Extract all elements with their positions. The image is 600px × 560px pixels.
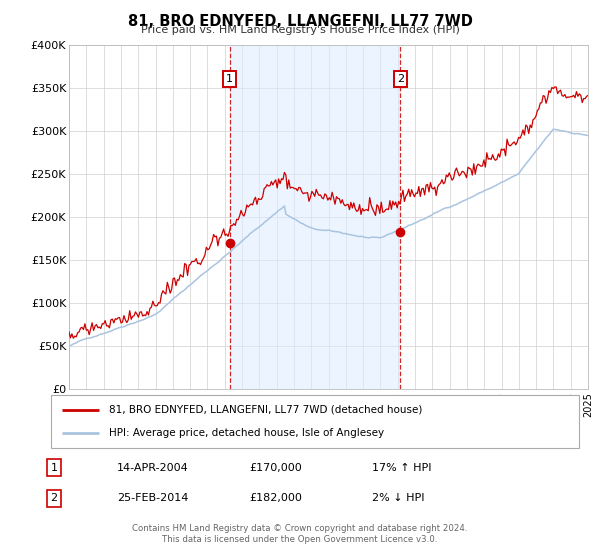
- Text: Price paid vs. HM Land Registry's House Price Index (HPI): Price paid vs. HM Land Registry's House …: [140, 25, 460, 35]
- Text: 2: 2: [397, 74, 404, 84]
- Text: This data is licensed under the Open Government Licence v3.0.: This data is licensed under the Open Gov…: [163, 535, 437, 544]
- Text: 81, BRO EDNYFED, LLANGEFNI, LL77 7WD: 81, BRO EDNYFED, LLANGEFNI, LL77 7WD: [128, 14, 472, 29]
- Text: 14-APR-2004: 14-APR-2004: [117, 463, 189, 473]
- Text: 2% ↓ HPI: 2% ↓ HPI: [372, 493, 425, 503]
- Text: HPI: Average price, detached house, Isle of Anglesey: HPI: Average price, detached house, Isle…: [109, 428, 384, 438]
- Text: 25-FEB-2014: 25-FEB-2014: [117, 493, 188, 503]
- Text: Contains HM Land Registry data © Crown copyright and database right 2024.: Contains HM Land Registry data © Crown c…: [132, 524, 468, 533]
- Text: 17% ↑ HPI: 17% ↑ HPI: [372, 463, 431, 473]
- Text: 1: 1: [226, 74, 233, 84]
- Text: £170,000: £170,000: [249, 463, 302, 473]
- Bar: [230, 45, 400, 389]
- Text: 1: 1: [50, 463, 58, 473]
- Text: £182,000: £182,000: [249, 493, 302, 503]
- FancyBboxPatch shape: [51, 395, 579, 448]
- Text: 81, BRO EDNYFED, LLANGEFNI, LL77 7WD (detached house): 81, BRO EDNYFED, LLANGEFNI, LL77 7WD (de…: [109, 405, 422, 415]
- Text: 2: 2: [50, 493, 58, 503]
